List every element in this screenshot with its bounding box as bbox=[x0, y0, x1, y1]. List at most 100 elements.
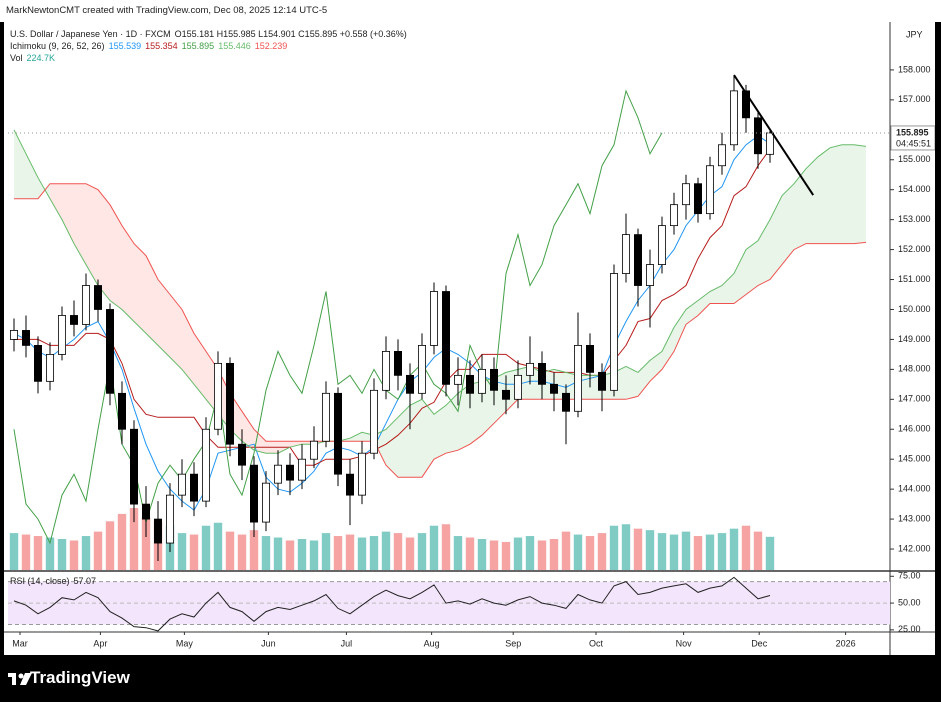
candle-body bbox=[526, 362, 535, 376]
cloud-segment bbox=[122, 225, 134, 322]
candle-body bbox=[165, 494, 174, 544]
caption: MarkNewtonCMT created with TradingView.c… bbox=[0, 0, 941, 22]
volume-bar bbox=[393, 533, 403, 570]
countdown-label: 04:45:51 bbox=[896, 138, 931, 148]
candle-body bbox=[682, 183, 691, 206]
y-tick-label: 152.000 bbox=[898, 244, 931, 254]
cloud-segment bbox=[470, 381, 482, 445]
frame-right bbox=[935, 22, 941, 655]
volume-bar bbox=[321, 533, 331, 570]
volume-bar bbox=[297, 539, 307, 570]
cloud-segment bbox=[62, 183, 74, 244]
y-tick-label: 157.000 bbox=[898, 94, 931, 104]
volume-bar bbox=[405, 537, 415, 570]
cloud-segment bbox=[746, 240, 758, 295]
indicator-name: RSI (14, close) bbox=[10, 576, 70, 586]
currency-label: JPY bbox=[906, 29, 923, 39]
candle-body bbox=[706, 165, 715, 215]
candle-body bbox=[622, 234, 631, 274]
indicator-value: 155.446 bbox=[218, 41, 251, 51]
volume-bar bbox=[201, 525, 211, 570]
ohlc: O155.181 H155.985 L154.901 C155.895 +0.5… bbox=[174, 29, 407, 39]
candle-body bbox=[562, 392, 571, 412]
frame-left bbox=[0, 22, 4, 655]
volume-bar bbox=[357, 537, 367, 570]
rsi-line bbox=[13, 576, 771, 632]
last-price-label: 155.895 bbox=[896, 127, 929, 137]
y-tick-label: 158.000 bbox=[898, 64, 931, 74]
volume-bar bbox=[105, 521, 115, 570]
cloud-segment bbox=[386, 417, 398, 478]
ichimoku-line bbox=[13, 129, 867, 454]
volume-bar bbox=[249, 530, 259, 570]
y-tick-label: 153.000 bbox=[898, 214, 931, 224]
candle-body bbox=[694, 183, 703, 215]
y-tick-label: 154.000 bbox=[898, 184, 931, 194]
candle-body bbox=[118, 392, 127, 430]
candle-body bbox=[766, 132, 775, 155]
volume-bar bbox=[705, 534, 715, 570]
candle-body bbox=[106, 309, 115, 394]
candle-body bbox=[333, 392, 342, 475]
cloud-segment bbox=[830, 144, 842, 244]
candle-body bbox=[658, 225, 667, 265]
cloud-segment bbox=[422, 399, 434, 478]
candle-body bbox=[34, 345, 43, 382]
candle-body bbox=[670, 204, 679, 227]
volume-bar bbox=[561, 531, 571, 570]
y-tick-label: 142.000 bbox=[898, 543, 931, 553]
volume-bar bbox=[417, 533, 427, 570]
candle-body bbox=[82, 285, 91, 325]
cloud-segment bbox=[398, 405, 410, 478]
volume-bar bbox=[681, 531, 691, 570]
x-tick-label: Sep bbox=[505, 638, 521, 648]
candle-body bbox=[610, 273, 619, 391]
candle-body bbox=[598, 371, 607, 391]
candle-body bbox=[297, 458, 306, 481]
y-tick-label: 144.000 bbox=[898, 484, 931, 494]
volume-bar bbox=[33, 536, 43, 570]
volume-bar bbox=[753, 531, 763, 570]
candle-body bbox=[393, 350, 402, 376]
legend: U.S. Dollar / Japanese Yen · 1D · FXCM O1… bbox=[10, 28, 411, 64]
cloud-segment bbox=[38, 177, 50, 199]
y-tick-label: 151.000 bbox=[898, 274, 931, 284]
candle-body bbox=[309, 440, 318, 460]
volume-bar bbox=[345, 534, 355, 570]
volume-bar bbox=[669, 534, 679, 570]
volume-bar bbox=[225, 531, 235, 570]
cloud-segment bbox=[170, 294, 182, 370]
y-tick-label: 148.000 bbox=[898, 364, 931, 374]
candle-body bbox=[514, 374, 523, 400]
candle-body bbox=[213, 362, 222, 430]
candle-body bbox=[225, 362, 234, 445]
candle-body bbox=[357, 452, 366, 496]
volume-bar bbox=[537, 540, 547, 570]
candle-body bbox=[429, 291, 438, 346]
y-tick-label: 50.00 bbox=[898, 597, 921, 607]
symbol: U.S. Dollar / Japanese Yen · 1D · FXCM bbox=[10, 29, 171, 39]
cloud-segment bbox=[722, 273, 734, 304]
x-tick-label: Mar bbox=[12, 638, 28, 648]
candle-body bbox=[730, 90, 739, 146]
volume-bar bbox=[237, 534, 247, 570]
x-tick-label: May bbox=[176, 638, 194, 648]
x-tick-label: Dec bbox=[751, 638, 768, 648]
volume-bar bbox=[429, 525, 439, 570]
volume-bar bbox=[741, 525, 751, 570]
cloud-segment bbox=[98, 189, 110, 301]
cloud-segment bbox=[158, 279, 170, 358]
cloud-segment bbox=[446, 393, 458, 454]
indicator-value: 155.895 bbox=[181, 41, 215, 51]
cloud-segment bbox=[434, 405, 446, 460]
x-tick-label: Jun bbox=[261, 638, 276, 648]
candle-body bbox=[321, 392, 330, 442]
volume-bar bbox=[621, 524, 631, 570]
candle-body bbox=[501, 389, 510, 400]
candle-body bbox=[417, 345, 426, 394]
cloud-segment bbox=[782, 183, 794, 265]
volume-bar bbox=[177, 533, 187, 570]
volume-bar bbox=[45, 537, 55, 570]
y-tick-label: 25.00 bbox=[898, 624, 921, 634]
cloud-segment bbox=[698, 291, 710, 316]
